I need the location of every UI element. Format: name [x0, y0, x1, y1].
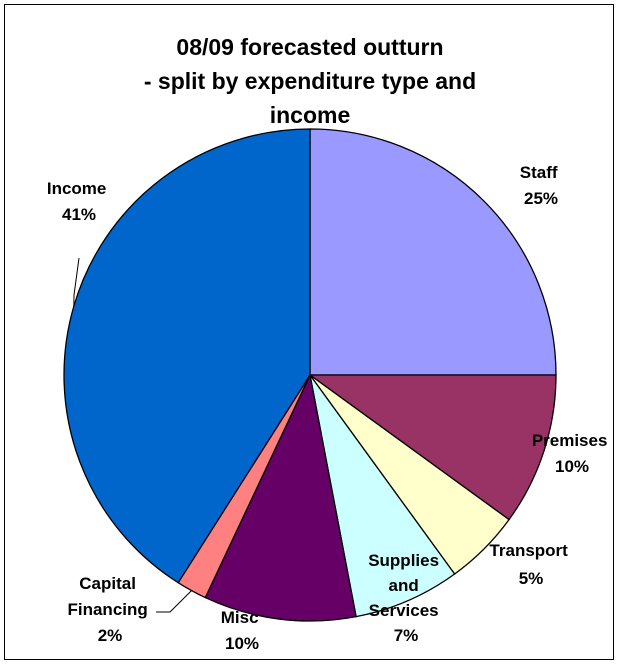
pie-slice-premises — [307, 374, 557, 521]
slice-label-transport: Transport 5% — [489, 541, 572, 588]
pie-slice-supplies-and-services — [309, 374, 456, 618]
slice-name-income: Income — [47, 179, 107, 198]
pie-slices — [63, 128, 557, 622]
slice-pct-income: 41% — [62, 205, 96, 224]
leader-line-capital-financing — [156, 590, 192, 613]
slice-label-premises: Premises 10% — [532, 431, 612, 476]
pie-slice-staff — [309, 128, 557, 376]
slice-label-capital-financing: Capital Financing 2% — [67, 574, 152, 645]
leader-line-income — [73, 257, 80, 307]
slice-name-transport: Transport — [489, 541, 568, 560]
slice-name-staff: Staff — [520, 163, 558, 182]
slice-pct-staff: 25% — [524, 189, 558, 208]
slice-label-misc: Misc 10% — [221, 608, 264, 653]
leader-lines — [73, 257, 192, 613]
slice-pct-capital-financing: 2% — [98, 626, 123, 645]
pie-slice-misc — [204, 372, 357, 622]
chart-title: 08/09 forecasted outturn - split by expe… — [40, 30, 580, 132]
slice-pct-transport: 5% — [519, 569, 544, 588]
slice-label-staff: Staff 25% — [520, 163, 563, 208]
chart-title-line-1: 08/09 forecasted outturn — [176, 34, 444, 60]
slice-label-income: Income 41% — [47, 179, 111, 224]
slice-pct-misc: 10% — [225, 634, 259, 653]
slice-pct-premises: 10% — [555, 457, 589, 476]
chart-title-line-2: - split by expenditure type and — [143, 68, 477, 94]
slice-name-misc: Misc — [221, 608, 259, 627]
chart-title-line-3: income — [269, 102, 351, 128]
slice-name-premises: Premises — [532, 431, 608, 450]
slice-label-supplies: Supplies and Services 7% — [368, 551, 444, 645]
slice-pct-supplies: 7% — [394, 626, 419, 645]
